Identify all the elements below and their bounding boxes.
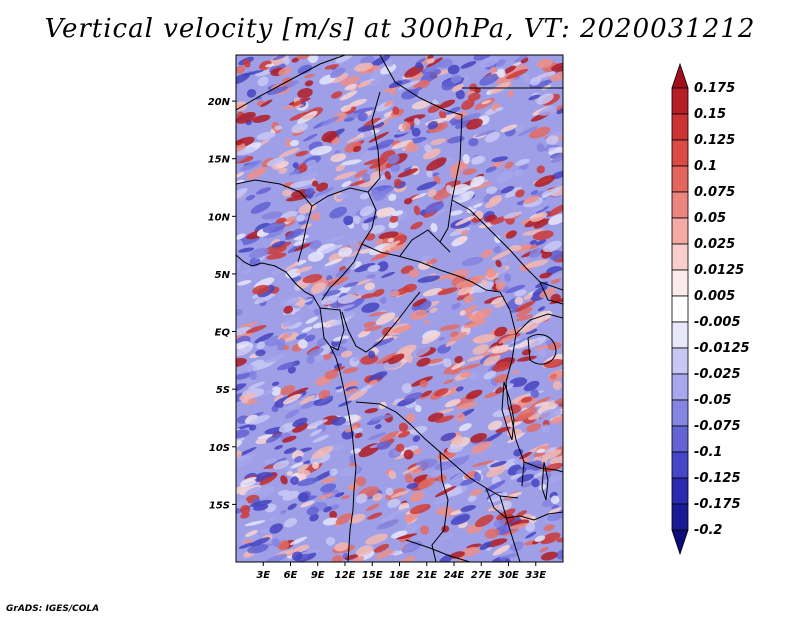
colorbar-bin	[671, 87, 689, 115]
velocity-field	[236, 55, 563, 562]
colorbar-bin	[671, 113, 689, 141]
colorbar-bin	[671, 321, 689, 349]
colorbar-label: 0.125	[694, 133, 735, 148]
colorbar-bin	[671, 477, 689, 505]
lat-tick-label: 5S	[216, 385, 230, 396]
border-angola-east	[431, 451, 449, 562]
colorbar-bin	[671, 373, 689, 401]
lat-tick-label: 10S	[209, 443, 230, 454]
lon-tick-label: 24E	[444, 570, 465, 581]
chart-title: Vertical velocity [m/s] at 300hPa, VT: 2…	[44, 14, 756, 44]
colorbar-label: 0.005	[694, 289, 735, 304]
colorbar-label: -0.175	[694, 497, 741, 512]
border-uganda-kenya	[515, 313, 563, 335]
colorbar-bin	[671, 62, 689, 89]
colorbar-label: -0.125	[694, 471, 741, 486]
lake-tanganyika	[501, 381, 515, 441]
colorbar-label: 0.05	[694, 211, 726, 226]
lat-tick-label: 5N	[215, 270, 231, 281]
border-mozambique	[499, 495, 521, 562]
colorbar-label: 0.1	[694, 159, 717, 174]
border-car	[361, 243, 501, 293]
coastline	[236, 254, 357, 562]
lon-tick-label: 27E	[471, 570, 492, 581]
lat-tick-label: 10N	[208, 212, 231, 223]
colorbar-bin	[671, 529, 689, 556]
border-kenya-north	[539, 281, 563, 305]
colorbar-bin	[671, 399, 689, 427]
lon-tick-label: 12E	[335, 570, 356, 581]
colorbar-bin	[671, 347, 689, 375]
border-zambia	[485, 487, 563, 521]
grads-credit: GrADS: IGES/COLA	[6, 604, 100, 614]
border-gabon	[319, 307, 345, 351]
colorbar-label: -0.0125	[694, 341, 750, 356]
colorbar-label: -0.005	[694, 315, 741, 330]
colorbar-label: 0.075	[694, 185, 735, 200]
border-nigeria	[236, 179, 313, 263]
border-chad-north	[379, 55, 463, 161]
lat-tick-label: 20N	[208, 97, 231, 108]
colorbar-bin	[671, 139, 689, 167]
border-cameroon	[311, 187, 377, 301]
lake-malawi	[541, 461, 549, 501]
border-congo	[341, 291, 421, 353]
lon-tick-label: 21E	[416, 570, 437, 581]
lake-victoria	[527, 334, 557, 365]
colorbar-label: -0.2	[694, 523, 722, 538]
lat-tick-label: 15S	[209, 500, 230, 511]
colorbar: 0.175 0.15 0.125 0.1 0.075 0.05 0.025 0.0125 0.0…	[671, 62, 750, 556]
longitude-axis: 3E 6E 9E 12E 15E 18E 21E 24E 27E 30E 33E	[256, 562, 546, 581]
lon-tick-label: 3E	[256, 570, 270, 581]
colorbar-bin	[671, 451, 689, 479]
colorbar-label: 0.025	[694, 237, 735, 252]
colorbar-label: 0.0125	[694, 263, 744, 278]
border-drc-east	[499, 291, 525, 487]
colorbar-bin	[671, 191, 689, 219]
colorbar-bin	[671, 269, 689, 297]
colorbar-label: -0.1	[694, 445, 722, 460]
colorbar-bin	[671, 165, 689, 193]
colorbar-bin	[671, 217, 689, 245]
border-car-north	[399, 229, 451, 257]
colorbar-bin	[671, 243, 689, 271]
lat-tick-label: 15N	[208, 155, 231, 166]
colorbar-label: -0.075	[694, 419, 741, 434]
colorbar-bin	[671, 503, 689, 531]
border-sahara	[236, 55, 346, 111]
lat-tick-label: EQ	[215, 328, 231, 339]
lon-tick-label: 15E	[362, 570, 383, 581]
lon-tick-label: 18E	[389, 570, 410, 581]
latitude-axis: 20N 15N 10N 5N EQ 5S 10S 15S	[208, 97, 236, 511]
colorbar-label: -0.025	[694, 367, 741, 382]
lon-tick-label: 9E	[311, 570, 325, 581]
colorbar-bin	[671, 295, 689, 323]
border-tanzania	[523, 461, 563, 473]
colorbar-bin	[671, 425, 689, 453]
colorbar-label: -0.05	[694, 393, 731, 408]
border-sudan-west	[439, 159, 461, 243]
colorbar-label: 0.175	[694, 81, 735, 96]
lon-tick-label: 30E	[498, 570, 519, 581]
border-nam-bots	[405, 539, 471, 562]
colorbar-label: 0.15	[694, 107, 726, 122]
lon-tick-label: 33E	[525, 570, 546, 581]
country-borders	[236, 55, 563, 562]
lon-tick-label: 6E	[284, 570, 298, 581]
border-chad	[367, 91, 381, 193]
